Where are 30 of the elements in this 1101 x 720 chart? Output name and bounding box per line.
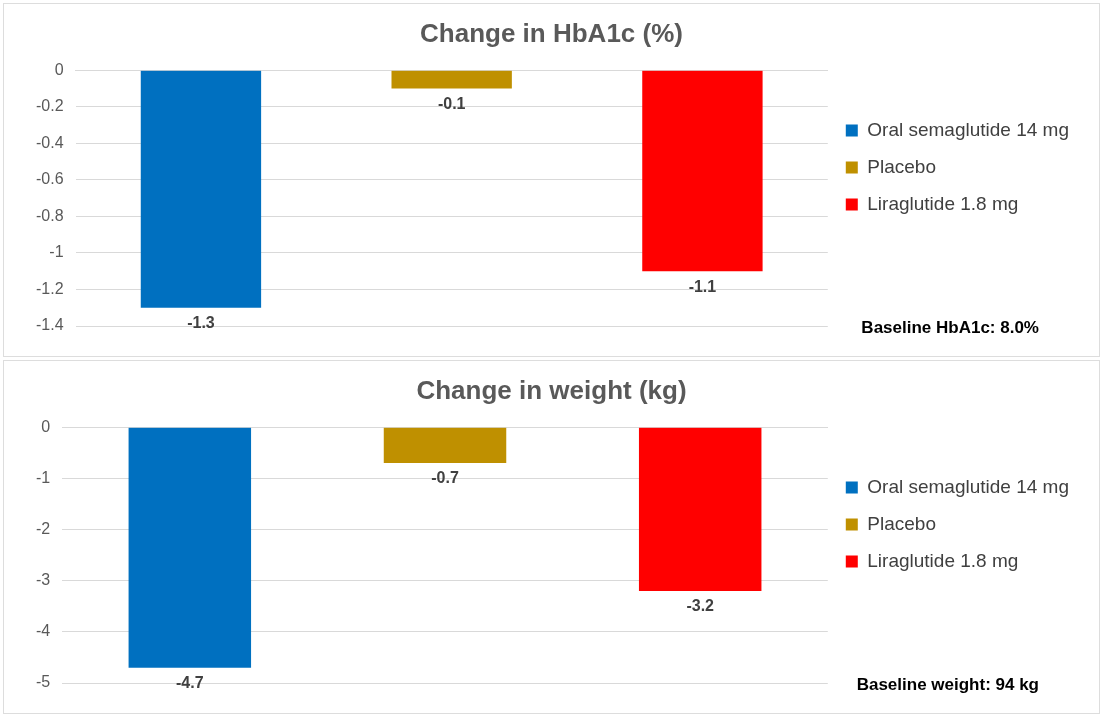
y-tick-label: -1 <box>35 468 51 486</box>
y-tick-label: 0 <box>41 417 51 435</box>
data-label: -0.1 <box>437 94 466 112</box>
legend-label: Liraglutide 1.8 mg <box>867 192 1019 214</box>
legend-label: Placebo <box>867 155 936 177</box>
y-tick-label: -1 <box>49 243 64 261</box>
y-tick-label: -5 <box>35 673 51 691</box>
chart-title: Change in HbA1c (%) <box>420 17 683 48</box>
data-label: -1.1 <box>688 277 717 295</box>
y-tick-label: -3 <box>35 571 51 589</box>
data-label: -0.7 <box>431 469 459 487</box>
legend-label: Oral semaglutide 14 mg <box>867 118 1070 140</box>
chart-title: Change in weight (kg) <box>416 374 687 405</box>
y-tick-label: -2 <box>35 519 51 537</box>
y-tick-label: 0 <box>54 60 64 78</box>
y-tick-label: -0.8 <box>35 206 64 224</box>
text: Baseline weight: 94 kg <box>856 675 1039 695</box>
y-tick-label: -1.2 <box>35 279 64 297</box>
y-tick-label: -0.6 <box>35 170 64 188</box>
legend-label: Placebo <box>867 512 936 534</box>
data-label: -3.2 <box>686 597 715 615</box>
y-tick-label: -4 <box>35 622 51 640</box>
text: Baseline HbA1c: 8.0% <box>861 318 1039 338</box>
y-tick-label: -0.2 <box>35 97 64 115</box>
legend-label: Liraglutide 1.8 mg <box>867 549 1019 571</box>
y-tick-label: -1.4 <box>35 316 64 334</box>
data-label: -1.3 <box>187 314 215 332</box>
y-tick-label: -0.4 <box>35 133 64 151</box>
legend-label: Oral semaglutide 14 mg <box>867 475 1070 497</box>
data-label: -4.7 <box>176 674 204 692</box>
